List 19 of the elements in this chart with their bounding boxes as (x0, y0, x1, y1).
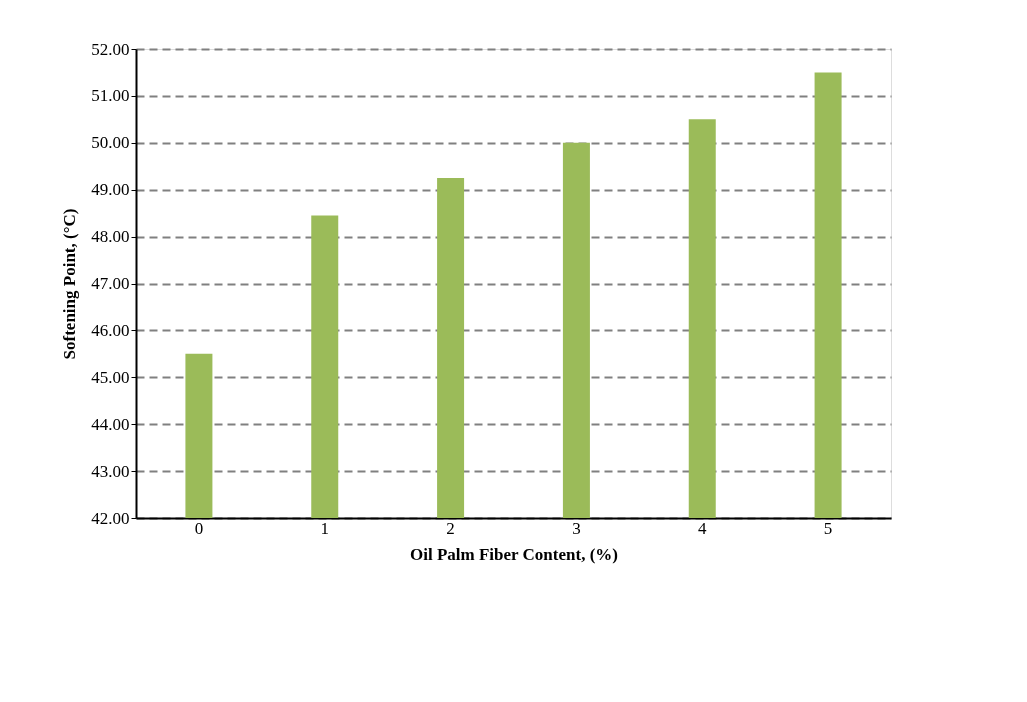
x-tick-label: 3 (572, 518, 581, 538)
y-tick-label: 50.00 (91, 133, 130, 153)
y-tick-label: 51.00 (91, 86, 130, 106)
y-axis-title: Softening Point, (°C) (60, 208, 80, 360)
x-tick-label: 1 (320, 518, 329, 538)
y-tick-label: 47.00 (91, 274, 130, 293)
y-tick-label: 44.00 (91, 414, 130, 434)
y-tick-label: 52.00 (91, 39, 130, 59)
y-tick-label: 42.00 (91, 508, 130, 528)
y-tick-label: 49.00 (91, 180, 130, 200)
x-tick-label: 0 (194, 518, 204, 538)
y-tick-label: 43.00 (91, 461, 130, 481)
x-tick-label: 4 (698, 518, 707, 538)
x-tick-label: 2 (446, 518, 455, 538)
y-tick-label: 45.00 (91, 367, 130, 387)
y-tick-label: 46.00 (91, 320, 130, 340)
y-tick-label: 48.00 (91, 227, 130, 247)
x-tick-label: 5 (823, 518, 833, 538)
x-axis-title: Oil Palm Fiber Content, (%) (410, 544, 618, 564)
